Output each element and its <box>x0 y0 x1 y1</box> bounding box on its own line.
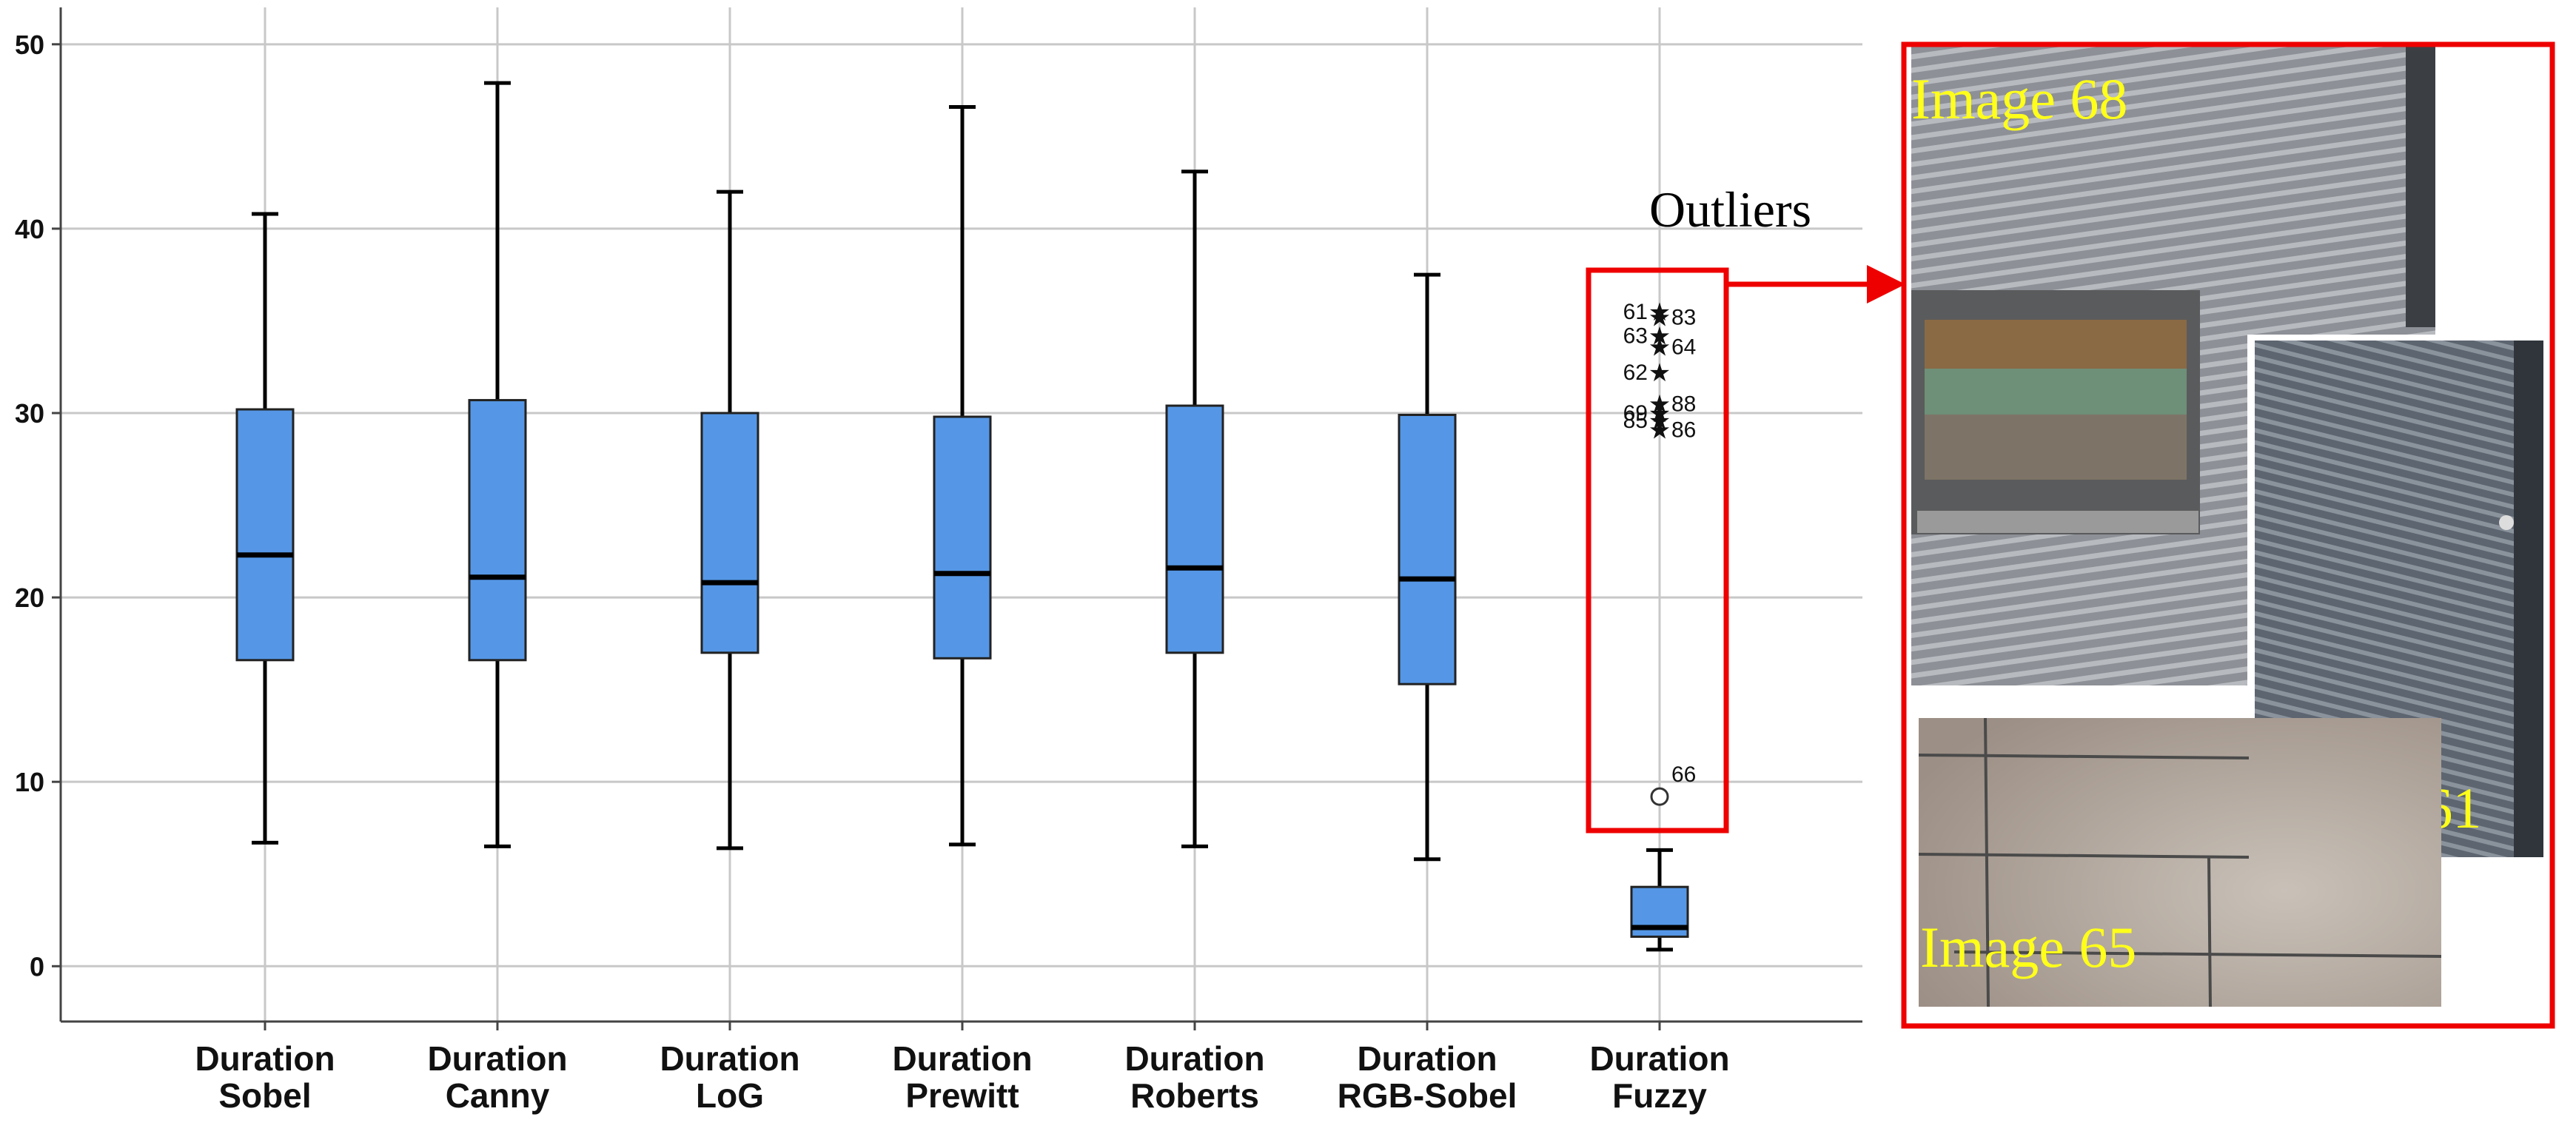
outlier-extreme-star: ★ <box>1648 298 1671 327</box>
window-ceiling <box>1925 320 2187 369</box>
y-tick-label: 40 <box>15 214 44 244</box>
panel-seam <box>1984 717 1990 1007</box>
photo-label-image-65: Image 65 <box>1920 915 2136 979</box>
panel-seam <box>1918 754 2250 759</box>
x-tick-label: RGB-Sobel <box>1338 1076 1517 1115</box>
panel-photo-icon <box>1919 718 2441 1007</box>
outlier-extreme-star: ★ <box>1648 390 1671 420</box>
x-tick-label: LoG <box>696 1076 764 1115</box>
box-plot <box>1630 848 1689 952</box>
photo-panel-border <box>1901 41 2555 1029</box>
wall-fixture <box>2499 515 2514 530</box>
box-plot <box>468 81 527 848</box>
box-plot <box>933 105 992 847</box>
box-plot <box>1165 170 1224 848</box>
x-tick-label: Roberts <box>1130 1076 1259 1115</box>
y-tick-label: 50 <box>15 30 44 60</box>
y-tick-label: 10 <box>15 767 44 797</box>
outlier-extreme-star: ★ <box>1648 399 1671 429</box>
y-tick-label: 30 <box>15 398 44 429</box>
panel-seam <box>2207 856 2212 1007</box>
x-tick-label: Duration <box>1589 1039 1729 1078</box>
panel-seam <box>1918 853 2250 859</box>
outlier-label: 63 <box>1623 323 1648 348</box>
box-iqr <box>235 408 295 662</box>
outliers-title: Outliers <box>1649 181 1811 238</box>
outlier-label: 69 <box>1623 401 1648 426</box>
y-tick-label: 0 <box>30 951 44 982</box>
outlier-extreme-star: ★ <box>1648 303 1671 332</box>
x-tick-label: Duration <box>427 1039 567 1078</box>
box-plot <box>700 190 759 851</box>
outlier-extreme-star: ★ <box>1648 321 1671 351</box>
box-plot <box>1398 272 1457 862</box>
outlier-label: 64 <box>1671 335 1696 359</box>
outlier-label: 88 <box>1671 392 1696 417</box>
box-iqr <box>933 415 992 660</box>
box-iqr <box>700 412 759 654</box>
box-iqr <box>1398 413 1457 685</box>
x-tick-label: Duration <box>195 1039 335 1078</box>
outlier-label: 62 <box>1623 360 1648 385</box>
outlier-label: 83 <box>1671 305 1696 329</box>
box-plot <box>235 212 295 845</box>
x-axis-category-labels: DurationSobelDurationCannyDurationLoGDur… <box>195 1022 1730 1115</box>
outlier-extreme-star: ★ <box>1648 332 1671 362</box>
x-tick-label: Prewitt <box>905 1076 1019 1115</box>
outliers-highlight-box <box>1586 267 1729 834</box>
facade-edge <box>2406 46 2435 327</box>
facade-edge <box>2514 341 2543 857</box>
x-tick-label: Duration <box>1357 1039 1497 1078</box>
outliers-annotation: Outliers <box>1586 181 1905 834</box>
outlier-label: 61 <box>1623 300 1648 324</box>
x-tick-label: Duration <box>660 1039 799 1078</box>
outlier-label: 66 <box>1671 762 1696 787</box>
outlier-extreme-star: ★ <box>1648 415 1671 445</box>
photo-label-image-68: Image 68 <box>1911 67 2127 131</box>
x-tick-label: Duration <box>892 1039 1032 1078</box>
panel-seam <box>1953 950 2442 958</box>
outliers-arrow-head <box>1867 265 1905 303</box>
x-tick-label: Canny <box>446 1076 550 1115</box>
outlier-label: 86 <box>1671 417 1696 442</box>
x-tick-label: Fuzzy <box>1612 1076 1707 1115</box>
photo-image-65: Image 65 <box>1918 717 2442 1007</box>
outlier-label: 85 <box>1623 409 1648 433</box>
y-axis-ticks: 0 10 20 30 40 50 <box>15 30 61 982</box>
window-floor <box>1925 415 2187 480</box>
outlier-extreme-star: ★ <box>1648 406 1671 436</box>
box-series <box>235 81 1689 952</box>
photo-panel: Image 68 Image 61 Image 65 <box>1901 41 2555 1029</box>
x-tick-label: Duration <box>1124 1039 1264 1078</box>
window-sill <box>1917 511 2198 533</box>
y-tick-label: 20 <box>15 583 44 613</box>
outlier-mild-circle <box>1650 787 1669 806</box>
outlier-extreme-star: ★ <box>1648 358 1671 388</box>
box-iqr <box>468 399 527 662</box>
x-tick-label: Sobel <box>218 1076 311 1115</box>
box-iqr <box>1165 404 1224 654</box>
